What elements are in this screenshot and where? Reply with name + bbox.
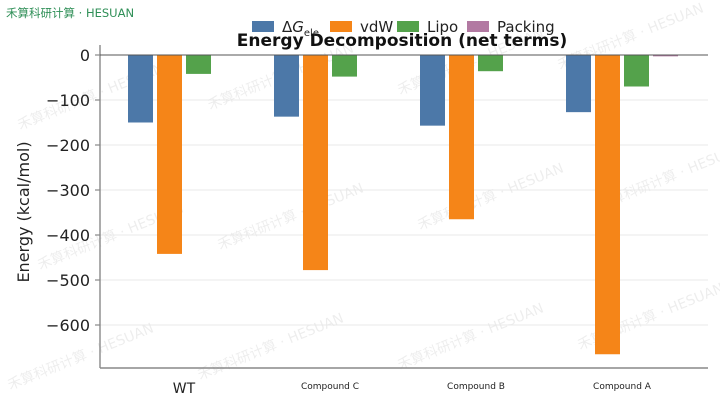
y-tick-label: −100 — [46, 91, 90, 110]
y-tick-label: −500 — [46, 271, 90, 290]
bar-compound-a-dg_ele — [566, 55, 591, 113]
watermark-text: 禾算科研计算 · HESUAN — [216, 180, 367, 253]
legend-swatch-vdw — [330, 21, 352, 32]
x-tick-label: WT — [173, 381, 196, 397]
x-tick-label: Compound B — [447, 382, 505, 392]
bar-marks — [128, 55, 678, 355]
x-tick-label: Compound A — [593, 382, 652, 392]
legend-swatch-packing — [467, 21, 489, 32]
y-tick-label: −600 — [46, 316, 90, 335]
bar-compound-c-dg_ele — [274, 55, 299, 117]
x-tick-label: Compound C — [301, 382, 359, 392]
watermark-text: 禾算科研计算 · HESUAN — [396, 300, 547, 373]
bar-wt-vdw — [157, 55, 182, 254]
y-tick-label: 0 — [80, 46, 90, 65]
x-ticks: WT Compound C Compound B Compound A — [173, 381, 652, 397]
brand-label: 禾算科研计算 · HESUAN — [6, 6, 135, 20]
chart-title: Energy Decomposition (net terms) — [237, 31, 567, 51]
bar-compound-a-vdw — [595, 55, 620, 355]
watermark-text: 禾算科研计算 · HESUAN — [416, 160, 567, 233]
y-tick-label: −400 — [46, 226, 90, 245]
y-tick-label: −300 — [46, 181, 90, 200]
bar-compound-a-lipo — [624, 55, 649, 87]
y-tick-label: −200 — [46, 136, 90, 155]
legend: ΔGele vdW Lipo Packing — [252, 18, 555, 39]
watermark-text: 禾算科研计算 · HESUAN — [196, 310, 347, 383]
legend-swatch-lipo — [397, 21, 419, 32]
bar-wt-dg_ele — [128, 55, 153, 123]
legend-label: Packing — [497, 18, 555, 36]
bar-compound-b-dg_ele — [420, 55, 445, 126]
bar-compound-c-vdw — [303, 55, 328, 271]
bar-compound-b-lipo — [478, 55, 503, 72]
legend-swatch-dg_ele — [252, 21, 274, 32]
y-axis-label: Energy (kcal/mol) — [14, 141, 33, 282]
bar-wt-lipo — [186, 55, 211, 74]
y-ticks: 0 −100 −200 −300 −400 −500 −600 — [46, 46, 100, 335]
bar-compound-a-packing — [653, 55, 678, 57]
bar-compound-c-lipo — [332, 55, 357, 77]
legend-label: vdW — [360, 18, 393, 36]
legend-label: Lipo — [427, 18, 458, 36]
legend-label: ΔGele — [282, 18, 319, 39]
bar-compound-b-vdw — [449, 55, 474, 220]
axes — [99, 45, 708, 369]
